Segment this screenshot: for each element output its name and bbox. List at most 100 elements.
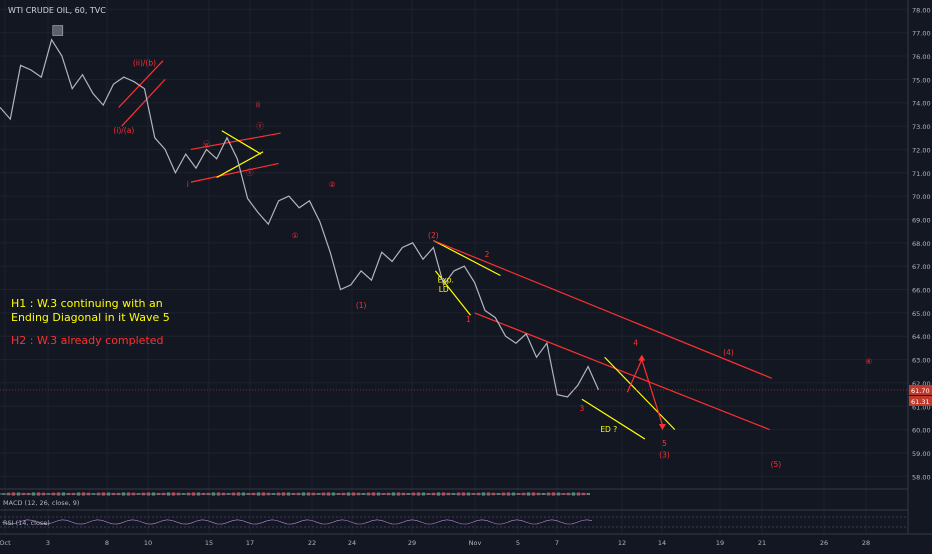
wave-label: (1)	[356, 301, 367, 310]
secondary-price-tag	[909, 395, 932, 406]
wave-label: (ii)/(b)	[133, 58, 156, 67]
y-tick-label: 61.00	[912, 403, 931, 411]
ed-upper	[604, 356, 676, 431]
x-tick-label: 19	[716, 539, 724, 547]
secondary-price-label: 61.31	[911, 398, 930, 406]
rsi-line	[1, 519, 593, 525]
x-tick-label: 3	[46, 539, 50, 547]
wave-label: ①	[292, 231, 299, 240]
y-tick-label: 63.00	[912, 357, 931, 365]
last-price-tag	[909, 384, 932, 395]
y-tick-label: 58.00	[912, 473, 931, 481]
triangle-channel-lower	[190, 162, 279, 183]
wave-label: 4	[633, 339, 638, 348]
y-tick-label: 67.00	[912, 263, 931, 271]
rsi-pane-label: RSI (14, close)	[3, 519, 50, 527]
wave-label: ④	[865, 357, 872, 366]
y-tick-label: 73.00	[912, 123, 931, 131]
triangle-channel-upper	[190, 132, 281, 151]
wave-label: ED ?	[600, 425, 617, 434]
wave-ii-channel-upper	[118, 60, 164, 108]
wave-ii-channel-lower	[121, 78, 166, 127]
macd-pane-label: MACD (12, 26, close, 9)	[3, 499, 79, 507]
wave-label: 2	[485, 250, 490, 259]
wave-label: LD	[439, 285, 449, 294]
x-tick-label: 24	[348, 539, 356, 547]
wave-label: 1	[466, 315, 471, 324]
y-tick-label: 59.00	[912, 450, 931, 458]
wave-label: ⓧ	[246, 168, 254, 177]
triangle-upper-leg	[221, 130, 262, 155]
wave-label: ii	[256, 100, 260, 109]
hypothesis-note: H1 : W.3 continuing with an	[11, 297, 163, 310]
wave-start-marker	[52, 25, 64, 36]
indicator-panes: MACD (12, 26, close, 9) RSI (14, close)	[0, 488, 932, 528]
h2-arrow-up	[626, 359, 643, 393]
wave-label: (5)	[771, 460, 782, 469]
y-tick-label: 77.00	[912, 30, 931, 38]
x-tick-label: 29	[408, 539, 416, 547]
wave-label: i	[187, 180, 189, 189]
wave-label: 5	[662, 439, 667, 448]
wave-label: 3	[580, 404, 585, 413]
y-tick-label: 78.00	[912, 6, 931, 14]
h2-arrowhead	[638, 354, 646, 361]
x-tick-label: 14	[658, 539, 666, 547]
symbol-title: WTI CRUDE OIL, 60, TVC	[8, 6, 106, 15]
wave-label: (3)	[659, 451, 670, 460]
y-tick-label: 71.00	[912, 170, 931, 178]
wave-label: ⓦ	[203, 140, 211, 149]
x-tick-label: 5	[516, 539, 520, 547]
y-tick-label: 74.00	[912, 100, 931, 108]
main-channel-lower	[474, 312, 770, 431]
wave-label: Exp.	[438, 276, 454, 285]
wave-label: ②	[329, 180, 336, 189]
y-tick-label: 65.00	[912, 310, 931, 318]
wave-label: ⓨ	[256, 121, 264, 130]
triangle-lower-leg	[216, 151, 264, 178]
y-tick-label: 64.00	[912, 333, 931, 341]
y-tick-label: 75.00	[912, 76, 931, 84]
hypothesis-note: Ending Diagonal in it Wave 5	[11, 311, 170, 324]
x-tick-label: 17	[246, 539, 254, 547]
ed-lower	[581, 398, 646, 440]
exp-ld-upper	[433, 239, 501, 277]
x-tick-label: 7	[555, 539, 559, 547]
y-tick-label: 62.00	[912, 380, 931, 388]
time-axis-bg	[0, 534, 932, 550]
h2-arrow-down	[641, 359, 663, 426]
x-tick-label: Oct	[0, 539, 11, 547]
wave-label: (2)	[428, 231, 439, 240]
wave-label: (4)	[723, 348, 734, 357]
grid	[0, 0, 908, 534]
x-tick-label: 15	[205, 539, 213, 547]
price-axis-bg	[908, 0, 932, 550]
elliott-wave-annotations	[52, 25, 773, 440]
last-price-label: 61.70	[911, 387, 930, 395]
x-tick-label: 22	[308, 539, 316, 547]
x-tick-label: 10	[144, 539, 152, 547]
x-tick-label: 8	[105, 539, 109, 547]
time-axis[interactable]: Oct 3 8 10 15 17 22 24 29 Nov 5 7 12 14 19 21 26 28	[0, 533, 932, 550]
price-line	[0, 38, 600, 398]
x-tick-label: 12	[618, 539, 626, 547]
y-tick-label: 60.00	[912, 427, 931, 435]
y-tick-label: 68.00	[912, 240, 931, 248]
y-tick-label: 76.00	[912, 53, 931, 61]
h2-arrowhead	[658, 423, 666, 430]
price-series	[0, 38, 600, 398]
wave-labels: (ii)/(b)(i)/(a)iiiⓦⓧⓨ①②(1)(2)2Exp.LD14(4…	[113, 58, 872, 469]
x-tick-label: 21	[758, 539, 766, 547]
x-tick-label: 28	[862, 539, 870, 547]
y-tick-label: 66.00	[912, 287, 931, 295]
y-tick-label: 72.00	[912, 146, 931, 154]
x-tick-label: 26	[820, 539, 828, 547]
main-channel-upper	[433, 239, 773, 379]
wave-label: (i)/(a)	[113, 126, 134, 135]
hypothesis-note: H2 : W.3 already completed	[11, 334, 164, 347]
y-tick-label: 70.00	[912, 193, 931, 201]
